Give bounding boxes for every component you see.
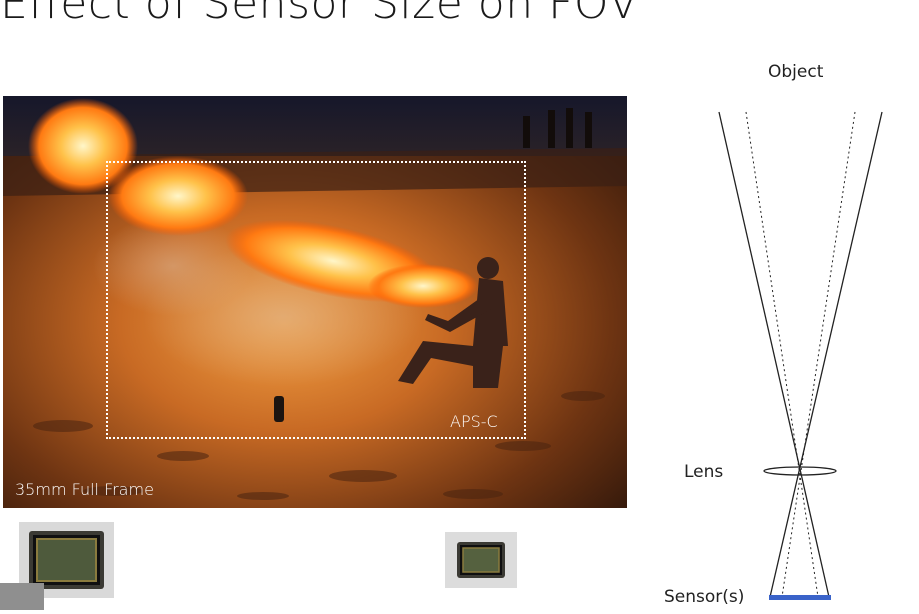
aps-c-ray-right <box>781 111 856 598</box>
full-frame-ray-left <box>718 111 830 598</box>
full-frame-label: 35mm Full Frame <box>15 480 154 499</box>
sensor-bar <box>769 595 831 600</box>
full-frame-ray-right <box>769 111 883 598</box>
lens-shape <box>763 466 837 476</box>
sensor-label: Sensor(s) <box>664 587 745 607</box>
slide-title: Effect of Sensor Size on FOV <box>0 0 639 29</box>
aps-c-label: APS-C <box>450 412 498 431</box>
lens-label: Lens <box>684 462 724 482</box>
aps-c-sensor-image <box>445 532 517 588</box>
fov-ray-diagram <box>700 95 900 614</box>
aps-c-ray-left <box>745 111 819 598</box>
aps-c-crop-frame <box>106 161 526 439</box>
object-label: Object <box>768 62 824 82</box>
corner-thumbnail <box>0 583 44 610</box>
fire-breather-photo: APS-C 35mm Full Frame <box>3 96 627 508</box>
